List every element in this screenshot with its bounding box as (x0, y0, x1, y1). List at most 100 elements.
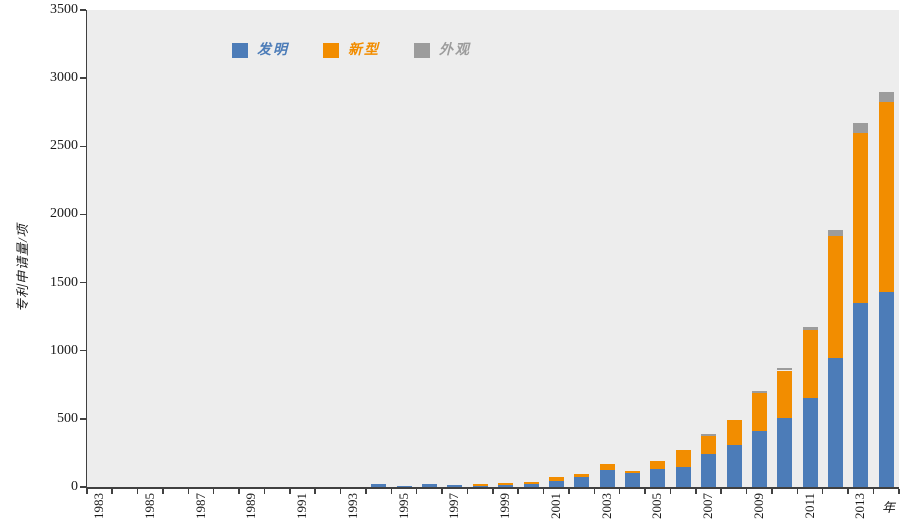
bar-2002-发明 (574, 477, 590, 487)
bar-2012-新型 (828, 236, 844, 358)
bar-2000-新型 (523, 482, 539, 485)
y-tick-mark (80, 281, 86, 284)
x-tick-mark (542, 489, 545, 494)
x-tick-mark (593, 489, 595, 494)
x-tick-label-1985: 1985 (141, 493, 157, 519)
bar-1998-新型 (472, 484, 488, 486)
x-tick-mark (111, 489, 113, 494)
legend-swatch-发明 (232, 43, 248, 58)
x-tick-mark (821, 489, 824, 494)
bar-2007-外观 (701, 433, 717, 436)
bar-2012-外观 (828, 230, 844, 237)
bar-2009-发明 (751, 431, 767, 487)
bar-1997-发明 (447, 484, 463, 487)
y-tick-label-0: 0 (71, 479, 78, 494)
legend-label-发明: 发明 (257, 43, 289, 58)
x-tick-mark (86, 489, 88, 494)
x-tick-mark (415, 489, 418, 494)
bar-2001-发明 (548, 480, 564, 487)
bar-1999-新型 (498, 482, 514, 485)
x-tick-label-1995: 1995 (395, 493, 411, 519)
y-tick-label-1000: 1000 (50, 342, 78, 358)
bar-2001-新型 (548, 477, 564, 481)
x-tick-label-1989: 1989 (243, 493, 259, 519)
bar-2008-新型 (726, 419, 742, 445)
y-tick-mark (80, 9, 86, 11)
x-tick-mark (466, 489, 469, 494)
bar-2009-外观 (751, 390, 767, 393)
x-tick-mark (771, 489, 773, 494)
bar-2010-发明 (777, 418, 793, 487)
bar-2005-发明 (650, 469, 666, 487)
legend-label-新型: 新型 (348, 43, 380, 58)
bar-2007-新型 (701, 435, 717, 455)
y-tick-label-2500: 2500 (50, 138, 78, 154)
x-tick-mark (898, 489, 900, 494)
y-tick-mark (80, 213, 86, 216)
x-tick-mark (390, 489, 392, 494)
bar-2004-新型 (625, 470, 641, 474)
bar-2011-新型 (802, 330, 818, 398)
y-tick-label-3500: 3500 (50, 2, 78, 17)
x-tick-label-2011: 2011 (801, 493, 817, 519)
bar-2003-发明 (599, 469, 615, 487)
bar-1996-发明 (422, 484, 438, 487)
bar-2013-发明 (853, 303, 869, 487)
x-tick-mark (136, 489, 139, 494)
x-tick-mark (339, 489, 342, 494)
legend-item-外观: 外观 (414, 43, 471, 58)
x-tick-label-2009: 2009 (750, 493, 766, 519)
x-tick-mark (745, 489, 748, 494)
legend-swatch-新型 (323, 43, 339, 58)
x-tick-mark (720, 489, 722, 494)
y-axis-title: 专利申请量/项 (15, 223, 30, 312)
x-tick-mark (289, 489, 291, 494)
x-tick-label-2007: 2007 (700, 493, 716, 519)
bar-2006-新型 (675, 450, 691, 468)
x-tick-mark (796, 489, 798, 494)
bar-2010-外观 (777, 367, 793, 371)
legend: 发明 新型 外观 (232, 43, 471, 58)
bar-2004-发明 (625, 473, 641, 487)
x-tick-label-1983: 1983 (91, 493, 107, 519)
x-tick-mark (187, 489, 189, 494)
x-tick-mark (669, 489, 672, 494)
legend-swatch-外观 (414, 43, 430, 58)
x-tick-mark (441, 489, 443, 494)
x-tick-mark (517, 489, 519, 494)
bar-2014-新型 (878, 102, 894, 293)
bar-1994-发明 (371, 484, 387, 487)
x-tick-label-1993: 1993 (344, 493, 360, 519)
plot-area: 发明 新型 外观 (86, 10, 899, 489)
x-tick-label-2005: 2005 (649, 493, 665, 519)
x-tick-mark (365, 489, 367, 494)
bar-2011-外观 (802, 326, 818, 331)
y-tick-label-500: 500 (57, 410, 78, 426)
x-tick-mark (162, 489, 164, 494)
x-tick-label-2013: 2013 (852, 493, 868, 519)
y-tick-mark (80, 418, 86, 420)
y-tick-mark (80, 349, 86, 352)
x-tick-mark (263, 489, 266, 494)
bar-2013-外观 (853, 123, 869, 133)
y-tick-label-1500: 1500 (50, 274, 78, 290)
y-tick-mark (80, 486, 86, 488)
x-tick-label-1991: 1991 (294, 493, 310, 519)
y-tick-label-2000: 2000 (50, 206, 78, 222)
bar-1995-发明 (396, 486, 412, 487)
x-axis-unit-label: 年 (882, 500, 896, 515)
bar-2008-发明 (726, 444, 742, 487)
y-tick-mark (80, 145, 86, 148)
bar-2013-新型 (853, 132, 869, 304)
bar-2011-发明 (802, 397, 818, 487)
x-tick-mark (568, 489, 570, 494)
bar-2007-发明 (701, 454, 717, 487)
bar-2012-发明 (828, 357, 844, 487)
x-tick-mark (695, 489, 697, 494)
x-tick-label-1997: 1997 (446, 493, 462, 519)
x-tick-mark (847, 489, 849, 494)
x-tick-mark (492, 489, 494, 494)
bar-2014-外观 (878, 91, 894, 102)
x-tick-mark (238, 489, 240, 494)
